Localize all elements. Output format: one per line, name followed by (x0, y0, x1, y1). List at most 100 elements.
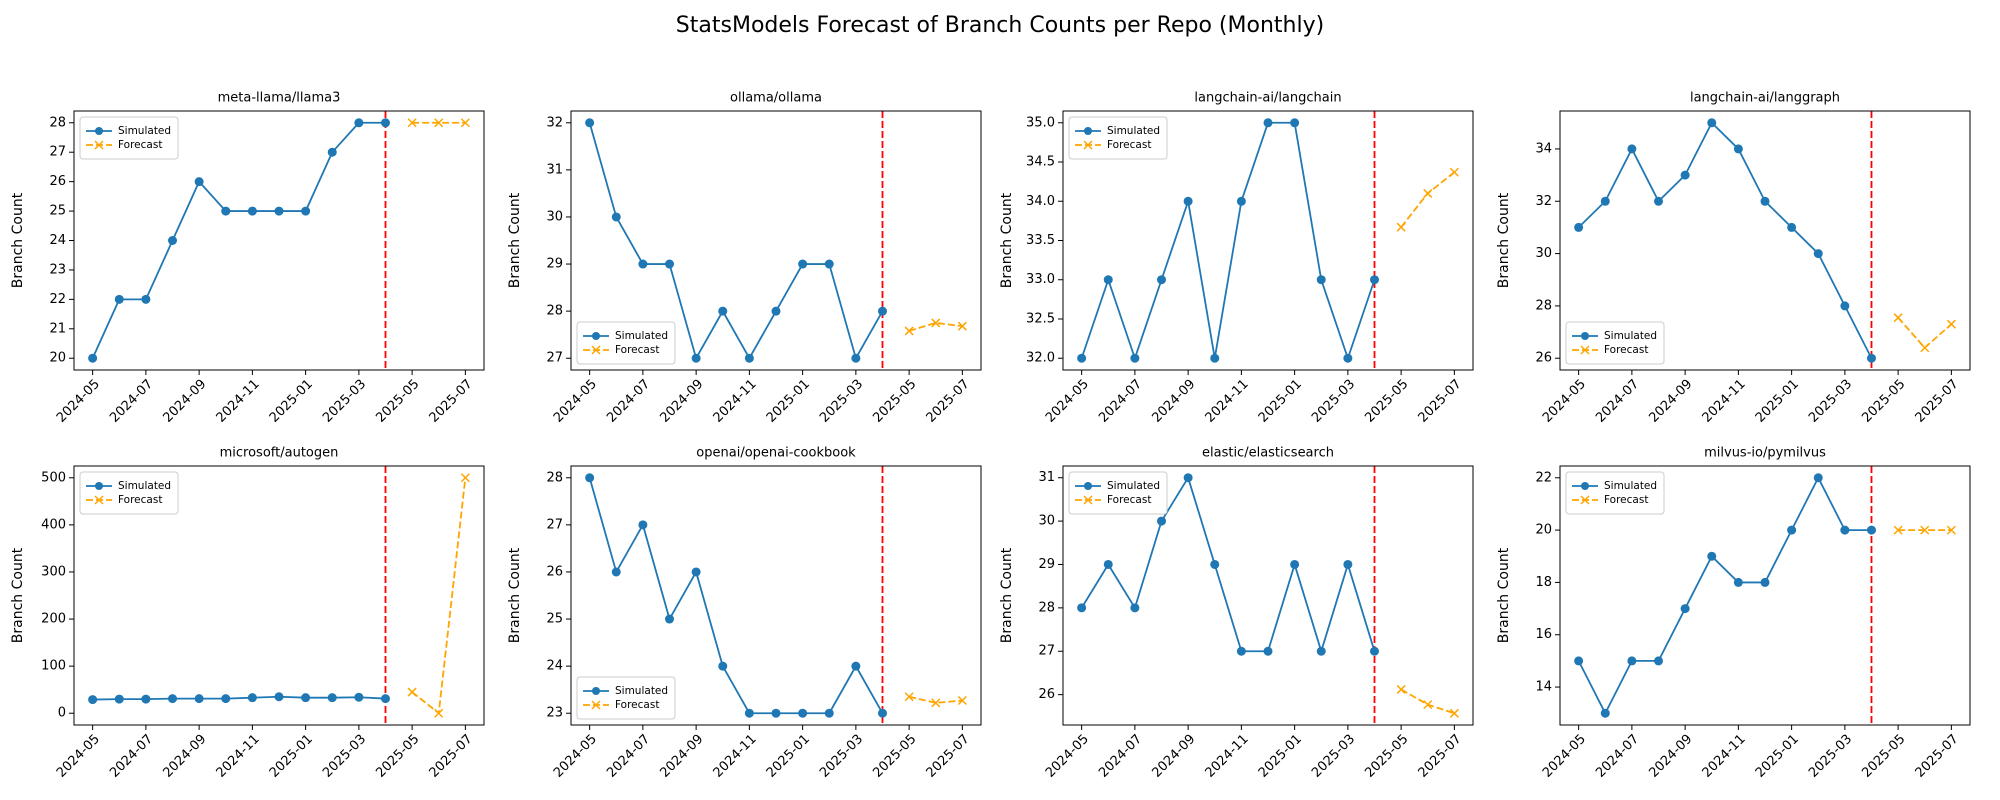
point (1103, 275, 1113, 285)
x-tick-label: 2025-07 (1416, 732, 1465, 781)
point (1840, 301, 1850, 311)
point (904, 692, 914, 702)
x-tick-label: 2024-09 (657, 732, 706, 781)
x-tick-label: 2025-07 (427, 377, 476, 426)
point (744, 353, 754, 363)
point (380, 118, 390, 128)
point (301, 693, 311, 703)
x-tick-label: 2024-05 (54, 377, 103, 426)
y-tick-label: 34.5 (1026, 155, 1055, 170)
y-tick-label: 21 (49, 321, 66, 336)
y-tick-label: 20 (1535, 523, 1552, 538)
x-tick-label: 2025-01 (1256, 377, 1305, 426)
point (88, 695, 98, 705)
series-line (588, 122, 884, 361)
legend-marker (1084, 482, 1092, 490)
legend-marker (95, 482, 103, 490)
point (665, 614, 675, 624)
x-tick-label: 2024-07 (604, 377, 653, 426)
x-tick-label: 2025-03 (1806, 377, 1855, 426)
point (194, 694, 204, 704)
legend-label: Simulated (1604, 330, 1657, 342)
legend: Simulated Forecast (79, 116, 179, 160)
point (1423, 700, 1433, 710)
y-axis-label: Branch Count (999, 547, 1015, 643)
point (274, 206, 284, 216)
x-tick-label: 2024-09 (1646, 377, 1695, 426)
y-tick-label: 29 (546, 257, 563, 272)
point (798, 259, 808, 269)
point (1680, 604, 1690, 614)
y-axis-label: Branch Count (10, 547, 26, 643)
point (1343, 353, 1353, 363)
legend-box (576, 321, 676, 365)
x-tick-label: 2024-09 (160, 732, 209, 781)
legend: Simulated Forecast (576, 676, 676, 720)
x-tick-label: 2024-11 (1203, 377, 1252, 426)
y-tick-label: 34.0 (1026, 194, 1055, 209)
y-tick-label: 27 (546, 517, 563, 532)
point (638, 520, 648, 530)
y-tick-label: 14 (1535, 680, 1552, 695)
point (718, 661, 728, 671)
point (1893, 525, 1903, 535)
y-tick-label: 27 (1038, 644, 1055, 659)
point (1343, 559, 1353, 569)
point (221, 206, 231, 216)
x-tick-label: 2025-05 (870, 377, 919, 426)
subplot-title: meta-llama/llama3 (218, 91, 341, 106)
axes-frame (570, 110, 982, 371)
y-axis-label: Branch Count (507, 547, 523, 643)
x-tick-label: 2024-11 (214, 377, 263, 426)
axes-frame (570, 465, 982, 726)
y-tick-label: 400 (41, 517, 66, 532)
point (434, 118, 444, 128)
y-axis-label: Branch Count (10, 192, 26, 288)
point (354, 692, 364, 702)
axes-frame (1559, 465, 1971, 726)
point (1813, 249, 1823, 259)
x-tick-label: 2024-05 (1043, 732, 1092, 781)
x-tick-label: 2025-03 (320, 732, 369, 781)
point (1290, 559, 1300, 569)
point (1813, 473, 1823, 483)
point (585, 473, 595, 483)
series-line (1897, 317, 1952, 350)
subplot-title: milvus-io/pymilvus (1704, 446, 1826, 461)
point (957, 695, 967, 706)
legend-box (1565, 321, 1665, 365)
legend-marker (95, 127, 103, 135)
legend-box (1068, 116, 1168, 160)
point (1707, 118, 1717, 128)
x-tick-label: 2024-05 (551, 377, 600, 426)
y-tick-label: 34 (1535, 141, 1552, 156)
legend-marker (94, 140, 104, 150)
point (1263, 646, 1273, 656)
point (1946, 525, 1956, 535)
point (434, 708, 444, 718)
series-line (1400, 688, 1455, 715)
y-axis-label: Branch Count (999, 192, 1015, 288)
x-tick-label: 2025-03 (1806, 732, 1855, 781)
y-tick-label: 30 (1535, 246, 1552, 261)
y-tick-label: 32 (1535, 194, 1552, 209)
series-line (411, 477, 467, 715)
point (1210, 353, 1220, 363)
x-tick-label: 2024-07 (1096, 732, 1145, 781)
point (1600, 196, 1610, 206)
x-tick-label: 2025-03 (320, 377, 369, 426)
point (1423, 188, 1433, 198)
legend-label: Simulated (615, 330, 668, 342)
point (168, 694, 178, 704)
legend-label: Forecast (1604, 494, 1648, 506)
y-tick-label: 23 (546, 706, 563, 721)
series-line (588, 477, 884, 715)
series-line (1400, 171, 1455, 228)
y-tick-label: 28 (1535, 298, 1552, 313)
x-tick-label: 2025-07 (924, 732, 973, 781)
legend-marker (591, 700, 601, 710)
legend-box (1565, 471, 1665, 515)
y-tick-label: 26 (546, 564, 563, 579)
legend-marker (1581, 482, 1589, 490)
x-tick-label: 2024-09 (1646, 732, 1695, 781)
